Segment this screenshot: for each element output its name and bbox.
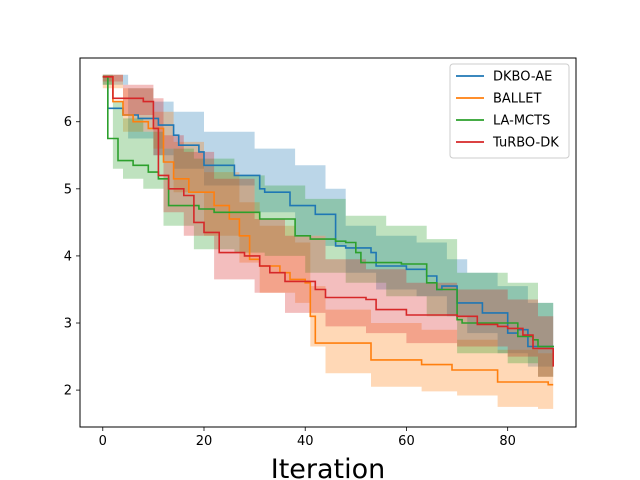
legend-label-turbo-dk: TuRBO-DK — [492, 136, 559, 151]
x-tick-label: 0 — [99, 434, 107, 449]
legend-label-ballet: BALLET — [493, 92, 542, 107]
x-tick-label: 80 — [499, 434, 516, 449]
line-turbo-dk — [102, 76, 555, 367]
plot-frame — [79, 57, 577, 428]
legend-label-la-mcts: LA-MCTS — [493, 114, 550, 129]
series-lines — [102, 76, 555, 386]
y-tick-label: 2 — [64, 384, 72, 399]
line-dkbo-ae — [102, 76, 555, 348]
band-turbo-dk — [102, 74, 554, 391]
legend: DKBO-AE BALLET LA-MCTS TuRBO-DK — [449, 63, 570, 159]
band-la-mcts — [102, 74, 554, 381]
y-tick-label: 4 — [64, 249, 72, 264]
x-axis-title: Iteration — [271, 454, 386, 480]
legend-box — [449, 63, 570, 159]
y-tick-label: 6 — [64, 115, 72, 130]
y-tick-label: 5 — [64, 182, 72, 197]
x-axis-ticks: 0 20 40 60 80 — [99, 427, 516, 449]
x-tick-label: 40 — [297, 434, 314, 449]
x-tick-label: 60 — [398, 434, 415, 449]
line-la-mcts — [102, 76, 555, 348]
y-axis-ticks: 2 3 4 5 6 — [64, 115, 80, 399]
y-tick-label: 3 — [64, 317, 72, 332]
band-dkbo-ae — [102, 74, 554, 371]
legend-label-dkbo-ae: DKBO-AE — [493, 70, 552, 85]
x-tick-label: 20 — [196, 434, 213, 449]
